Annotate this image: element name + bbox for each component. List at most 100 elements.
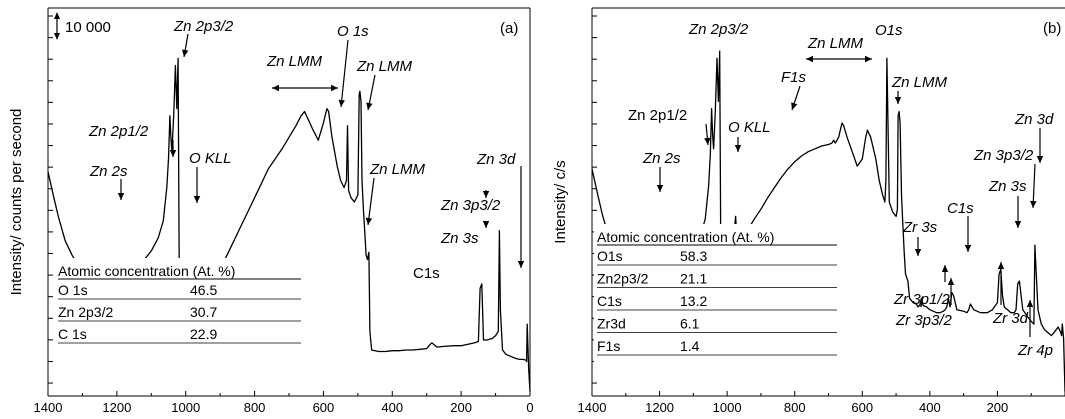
peak-annotation: O KLL [728, 119, 771, 152]
peak-label: Zn LMM [807, 35, 864, 52]
peak-label: Zn 3s [988, 178, 1027, 195]
peak-annotation: Zn 3d [1014, 111, 1054, 163]
x-tick-label: 1400 [578, 400, 607, 415]
peak-arrow [656, 167, 664, 192]
scale-bar: 10 000 [54, 12, 111, 40]
peak-label: O KLL [189, 150, 232, 167]
peak-label: Zn 2s [89, 163, 128, 180]
peak-annotation: Zn 2s [89, 163, 128, 200]
x-tick-label: 1000 [713, 400, 742, 415]
peak-annotation: Zn 2p3/2 [688, 21, 749, 38]
x-tick-label: 600 [313, 400, 335, 415]
peak-arrow [1030, 163, 1037, 209]
peak-label: C1s [413, 265, 440, 282]
table-element: O1s [597, 248, 623, 264]
table-element: Zr3d [597, 316, 626, 332]
peak-annotation: Zn LMM [891, 74, 948, 104]
peak-label: Zn 3d [476, 151, 516, 168]
peak-annotation: Zn 3d [476, 151, 525, 268]
table-element: F1s [597, 338, 620, 354]
peak-annotation: Zn 3p3/2 [973, 147, 1037, 209]
table-row: Zr3d 6.1 [597, 316, 837, 333]
table-value: 30.7 [190, 304, 217, 320]
table-row: C 1s 22.9 [58, 326, 301, 344]
peak-label: Zn LMM [369, 161, 426, 178]
peak-label: Zn LMM [891, 74, 948, 91]
peak-arrow [1014, 196, 1022, 228]
range-arrow [272, 84, 338, 92]
peak-arrow [914, 237, 922, 256]
x-tick-label: 400 [381, 400, 403, 415]
peak-arrow [941, 265, 949, 282]
table-value: 46.5 [190, 282, 217, 298]
table-value: 58.3 [680, 248, 707, 264]
table-row: O1s 58.3 [597, 248, 837, 266]
peak-annotation: Zn 2p1/2 [628, 107, 711, 146]
x-tick-label: 1000 [171, 400, 200, 415]
peak-annotation: O1s [875, 22, 903, 39]
panel-a: 1400120010008006004002000Binding energy … [8, 7, 534, 415]
panel-b: 140012001000800600400200Binding energy/ … [552, 7, 1065, 415]
table-background [594, 224, 842, 363]
peak-arrow [482, 221, 490, 228]
peak-arrow [1036, 128, 1044, 163]
table-value: 1.4 [680, 338, 700, 354]
peak-label: F1s [781, 69, 807, 86]
x-tick-label: 800 [784, 400, 806, 415]
peak-label: C1s [947, 200, 974, 217]
peak-annotation: Zn LMM [266, 53, 338, 92]
peak-label: Zn 2s [642, 150, 681, 167]
x-tick-label: 1400 [34, 400, 63, 415]
x-tick-label: 800 [244, 400, 266, 415]
peak-annotation: Zr 3p3/2 [895, 278, 955, 329]
peak-arrow [704, 123, 711, 146]
panel-label: (b) [1043, 20, 1061, 37]
table-value: 6.1 [680, 316, 700, 332]
peak-label: Zn 3p3/2 [440, 197, 501, 214]
table-title: Atomic concentration (At. %) [58, 263, 235, 279]
panel-label: (a) [500, 20, 518, 37]
spectrum-line [47, 57, 531, 392]
table-row: F1s 1.4 [597, 338, 837, 356]
table-title: Atomic concentration (At. %) [597, 229, 774, 245]
peak-label: O KLL [728, 119, 771, 136]
peak-arrow [366, 74, 376, 111]
table-element: C1s [597, 293, 622, 309]
peak-annotation: Zn LMM [365, 161, 426, 226]
peak-annotation: Zn 3p3/2 [440, 190, 501, 214]
peak-annotation: Zn 3s [988, 178, 1027, 228]
table-row: Zn 2p3/2 30.7 [58, 304, 301, 322]
peak-annotation: Zn 3s [440, 221, 490, 247]
peak-annotation: O 1s [337, 23, 369, 108]
peak-label: Zn 2p1/2 [88, 123, 149, 140]
x-tick-label: 400 [919, 400, 941, 415]
peak-arrow [791, 85, 801, 111]
y-axis-label: Intensity/ c/s [552, 160, 569, 243]
peak-annotation: C1s [947, 200, 974, 252]
x-tick-label: 1200 [645, 400, 674, 415]
peak-arrow [182, 33, 189, 58]
peak-arrow [517, 166, 525, 268]
peak-arrow [1026, 300, 1034, 337]
peak-label: O1s [875, 22, 903, 39]
peak-annotation: Zr 3s [902, 219, 938, 256]
peak-arrow [964, 216, 972, 252]
scale-bar-label: 10 000 [65, 19, 111, 36]
table-element: O 1s [58, 282, 88, 298]
peak-label: Zr 3p1/2 [893, 291, 951, 308]
peak-label: Zn 3d [1014, 111, 1054, 128]
atomic-concentration-table: Atomic concentration (At. %) O 1s 46.5 Zn 2… [55, 258, 306, 350]
peak-arrow [365, 177, 375, 226]
table-value: 13.2 [680, 293, 707, 309]
table-value: 22.9 [190, 326, 217, 342]
peak-arrow [338, 39, 349, 108]
peak-label: Zn 2p3/2 [173, 18, 234, 35]
peak-label: O 1s [337, 23, 369, 40]
x-tick-label: 600 [851, 400, 873, 415]
x-tick-label: 0 [526, 400, 533, 415]
peak-label: Zr 3d [992, 310, 1029, 327]
peak-arrow [169, 140, 177, 157]
peak-arrow [894, 91, 902, 104]
peak-annotation: Zn LMM [356, 58, 413, 111]
